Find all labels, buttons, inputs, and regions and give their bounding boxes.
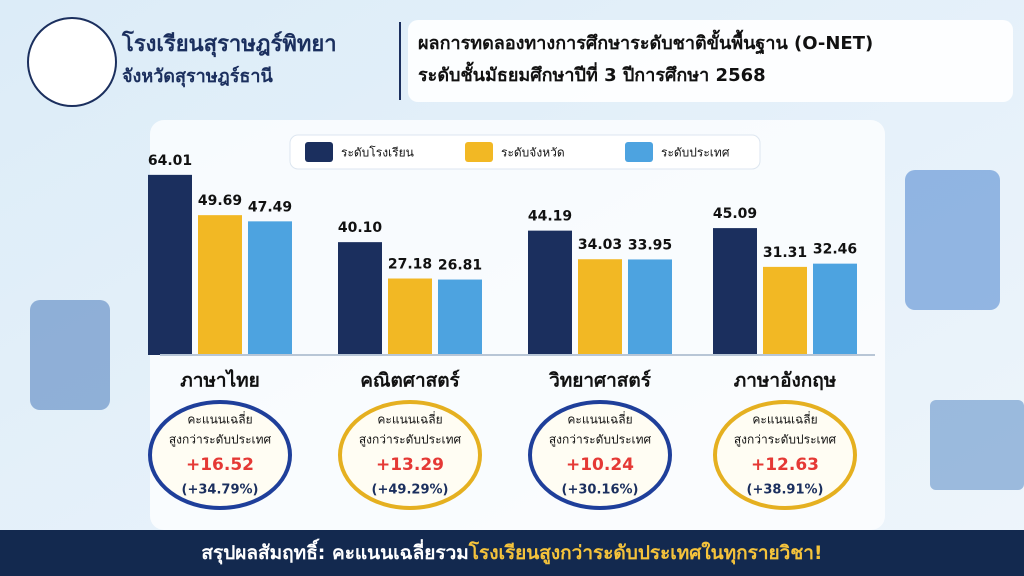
summary-badge [338, 400, 482, 510]
bar [578, 259, 622, 355]
summary-pct: (+49.29%) [372, 483, 449, 498]
summary-diff: +10.24 [566, 455, 634, 475]
bar [713, 228, 757, 355]
summary-line: คะแนนเฉลี่ย [752, 411, 817, 427]
summary-line: สูงกว่าระดับประเทศ [359, 433, 462, 448]
phone-decoration [905, 170, 1000, 310]
value-label: 31.31 [763, 245, 807, 261]
summary-line: สูงกว่าระดับประเทศ [734, 433, 837, 448]
bar [763, 266, 807, 355]
summary-badge [148, 400, 292, 510]
category-label: วิทยาศาสตร์ [549, 370, 652, 392]
value-label: 40.10 [338, 220, 383, 236]
summary-pct: (+34.79%) [182, 483, 259, 498]
summary-pct: (+38.91%) [747, 483, 824, 498]
legend-label: ระดับประเทศ [661, 146, 730, 160]
value-label: 32.46 [813, 242, 857, 258]
footer-bar [0, 530, 1024, 576]
value-label: 45.09 [713, 206, 757, 222]
legend-swatch [625, 142, 653, 162]
chart-panel [150, 120, 885, 530]
summary-diff: +16.52 [186, 455, 254, 475]
summary-line: สูงกว่าระดับประเทศ [169, 433, 272, 448]
books-decoration [930, 400, 1024, 490]
summary-badge [713, 400, 857, 510]
bar [438, 279, 482, 355]
value-label: 64.01 [148, 153, 192, 169]
category-label: ภาษาไทย [180, 369, 260, 392]
bar [628, 259, 672, 355]
legend-label: ระดับจังหวัด [501, 146, 565, 160]
category-label: ภาษาอังกฤษ [734, 370, 837, 392]
province: จังหวัดสุราษฎร์ธานี [122, 65, 273, 88]
summary-badge [528, 400, 672, 510]
value-label: 26.81 [438, 258, 482, 274]
legend-swatch [305, 142, 333, 162]
value-label: 34.03 [578, 237, 622, 253]
value-label: 47.49 [248, 199, 292, 215]
school-logo [27, 17, 117, 107]
footer-lead: สรุปผลสัมฤทธิ์: คะแนนเฉลี่ยรวม [201, 538, 468, 565]
value-label: 44.19 [528, 209, 572, 225]
legend-label: ระดับโรงเรียน [341, 146, 414, 160]
summary-line: คะแนนเฉลี่ย [187, 411, 252, 427]
category-label: คณิตศาสตร์ [360, 370, 460, 392]
title-line: ผลการทดลองทางการศึกษาระดับชาติขั้นพื้นฐา… [418, 29, 873, 55]
value-label: 27.18 [388, 257, 432, 273]
footer-highlight: โรงเรียนสูงกว่าระดับประเทศในทุกรายวิชา! [468, 541, 823, 565]
title-box [408, 20, 1013, 102]
value-label: 49.69 [198, 193, 242, 209]
bar [338, 242, 382, 355]
summary-line: คะแนนเฉลี่ย [377, 411, 442, 427]
summary-line: สูงกว่าระดับประเทศ [549, 433, 652, 448]
bar [813, 263, 857, 355]
summary-line: คะแนนเฉลี่ย [567, 411, 632, 427]
footer-text: สรุปผลสัมฤทธิ์: คะแนนเฉลี่ยรวมโรงเรียนสู… [201, 538, 822, 565]
bar [148, 174, 192, 355]
summary-diff: +13.29 [376, 455, 444, 475]
summary-pct: (+30.16%) [562, 483, 639, 498]
tablet-decoration [30, 300, 110, 410]
bar [388, 278, 432, 355]
summary-diff: +12.63 [751, 455, 819, 475]
school-name: โรงเรียนสุราษฎร์พิทยา [121, 30, 337, 58]
bar [528, 230, 572, 355]
title-line: ระดับชั้นมัธยมศึกษาปีที่ 3 ปีการศึกษา 25… [418, 61, 766, 86]
legend-swatch [465, 142, 493, 162]
bar [248, 221, 292, 355]
bar [198, 215, 242, 355]
value-label: 33.95 [628, 237, 672, 253]
